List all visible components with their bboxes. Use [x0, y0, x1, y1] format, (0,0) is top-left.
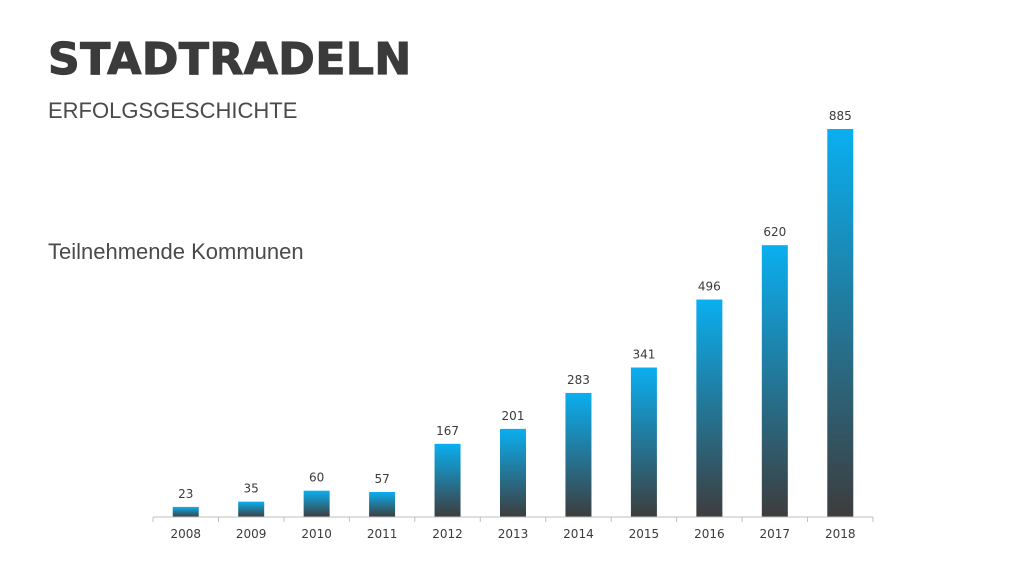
page-subtitle: ERFOLGSGESCHICHTE: [48, 98, 298, 123]
bar-2014: [565, 392, 592, 517]
value-label-2016: 496: [698, 280, 721, 294]
chart-label: Teilnehmende Kommunen: [48, 239, 304, 264]
page-title: STADTRADELN: [47, 34, 412, 85]
x-tick-label-2016: 2016: [694, 527, 725, 541]
value-label-2008: 23: [178, 487, 193, 501]
bar-2008: [172, 506, 199, 517]
value-label-2015: 341: [632, 347, 655, 361]
x-tick-label-2012: 2012: [432, 527, 463, 541]
value-label-2009: 35: [244, 482, 259, 496]
value-label-2010: 60: [309, 471, 324, 485]
x-tick-label-2009: 2009: [236, 527, 267, 541]
bar-2010: [303, 490, 330, 517]
bar-2016: [696, 299, 723, 517]
value-label-2018: 885: [829, 109, 852, 123]
x-tick-label-2018: 2018: [825, 527, 856, 541]
bars-group: [172, 129, 854, 517]
value-labels-group: 23 35 60 57 167 201 283 341 496 620 885: [178, 109, 852, 501]
bar-2012: [434, 443, 461, 517]
bar-2009: [238, 501, 265, 517]
bar-2018: [827, 129, 854, 517]
value-label-2012: 167: [436, 424, 459, 438]
bar-2017: [761, 245, 788, 517]
x-tick-label-2014: 2014: [563, 527, 594, 541]
x-tick-label-2011: 2011: [367, 527, 398, 541]
value-label-2011: 57: [374, 472, 389, 486]
x-tick-label-2015: 2015: [629, 527, 660, 541]
x-tick-labels-group: 2008 2009 2010 2011 2012 2013 2014 2015 2016 2017…: [170, 527, 855, 541]
value-label-2014: 283: [567, 373, 590, 387]
x-tick-label-2017: 2017: [760, 527, 791, 541]
bar-2011: [369, 492, 396, 517]
x-tick-label-2008: 2008: [170, 527, 201, 541]
bar-2015: [630, 367, 657, 517]
value-label-2017: 620: [763, 225, 786, 239]
x-axis-ticks: [152, 517, 874, 522]
value-label-2013: 201: [502, 409, 525, 423]
x-tick-label-2010: 2010: [301, 527, 332, 541]
x-tick-label-2013: 2013: [498, 527, 529, 541]
bar-2013: [500, 428, 526, 517]
